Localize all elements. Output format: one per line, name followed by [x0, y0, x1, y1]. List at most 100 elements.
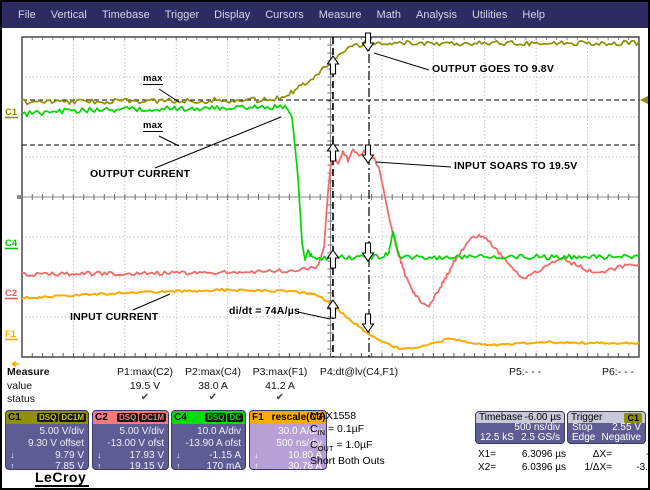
- menu-item-file[interactable]: File: [18, 9, 36, 21]
- menu-item-help[interactable]: Help: [522, 9, 546, 21]
- menu-item-utilities[interactable]: Utilities: [471, 9, 508, 21]
- measure-p2-status-check: ✔: [208, 392, 218, 403]
- measure-p3-status-check: ✔: [275, 392, 285, 403]
- measure-p6-header: P6:- - -: [601, 366, 635, 378]
- measure-p1-value: 19.5 V: [129, 380, 161, 392]
- test-condition-note: Short Both Outs: [310, 455, 385, 468]
- timebase-descriptor[interactable]: Timebase -6.00 µs 500 ns/div 12.5 kS 2.5 …: [475, 411, 565, 444]
- input-current-label: INPUT CURRENT: [70, 311, 159, 323]
- channel-descriptor-c1[interactable]: C1 DSQ DC1M 5.00 V/div 9.30 V offset ↓ 9.…: [5, 410, 89, 470]
- cursor-marker-arrow-up: [326, 142, 340, 162]
- input-soars-label: INPUT SOARS TO 19.5V: [454, 160, 578, 172]
- c4-offset: -13.90 A ofst: [185, 438, 241, 449]
- x2-value: 6.0396 µs: [521, 462, 566, 473]
- timebase-rate: 2.5 GS/s: [521, 432, 560, 443]
- trace-descriptor-f1[interactable]: F1 rescale(C3) 30.0 A/div 500 ns/div ↓ 10…: [249, 410, 327, 470]
- lecroy-logo: LeCroy: [35, 469, 90, 487]
- c1-badge-dsq: DSQ: [36, 413, 59, 422]
- measure-row-label: Measure: [7, 366, 50, 378]
- trace-f1-label: F1: [252, 412, 264, 423]
- trigger-level: 2.55 V: [612, 422, 641, 433]
- menu-item-vertical[interactable]: Vertical: [50, 9, 87, 21]
- trigger-slope: Negative: [601, 432, 641, 443]
- c2-badge-coupling: DC1M: [139, 413, 166, 422]
- output-current-label: OUTPUT CURRENT: [90, 168, 191, 180]
- c4-badge-dsq: DSQ: [205, 413, 227, 422]
- menu-item-timebase[interactable]: Timebase: [101, 9, 150, 21]
- edge-label-c4: C4: [5, 238, 18, 249]
- annotation-leader-line: [158, 88, 180, 103]
- timebase-per-div: 500 ns/div: [514, 422, 560, 433]
- cursor-marker-arrow-down: [361, 144, 375, 164]
- measure-p3-header: P3:max(F1): [252, 366, 308, 378]
- cursor-marker-arrow-up: [326, 55, 340, 75]
- f1-time-per-div: 500 ns/div: [276, 438, 322, 449]
- trigger-level-marker: [640, 96, 648, 104]
- menu-item-display[interactable]: Display: [214, 9, 251, 21]
- trigger-title: Trigger: [571, 412, 603, 423]
- cursor-readout: X1= 6.3096 µs ΔX= -270.0 ns X2= 6.0396 µ…: [478, 448, 650, 474]
- waveform-plot: C1 C4 C2 F1: [5, 32, 648, 368]
- cin-note: CIN = 0.1µF: [310, 423, 365, 438]
- up-arrow-icon: ↑: [254, 461, 259, 470]
- c2-max-value: 19.15 V: [129, 461, 164, 470]
- f1-amps-per-div: 30.0 A/div: [278, 426, 322, 437]
- cursor-marker-arrow-down: [361, 242, 375, 262]
- menu-bar: File Vertical Timebase Trigger Display Cursor…: [2, 2, 648, 28]
- channel-descriptor-c4[interactable]: C4 DSQ DC 10.0 A/div -13.90 A ofst ↓ -1.1…: [171, 410, 246, 470]
- circuit-notes: MAX1558 CIN = 0.1µF COUT = 1.0µF Short B…: [310, 410, 385, 468]
- measure-p1-header: P1:max(C2): [116, 366, 174, 378]
- dx-value: -270.0 ns: [646, 449, 650, 460]
- up-arrow-icon: ↑: [176, 461, 181, 470]
- cursor-marker-arrow-up: [326, 299, 340, 319]
- c4-badge-coupling: DC: [227, 413, 243, 422]
- trace-c1-output-voltage: [21, 39, 640, 106]
- output-goes-label: OUTPUT GOES TO 9.8V: [432, 63, 555, 75]
- measure-p3-value: 41.2 A: [265, 380, 295, 392]
- menu-item-analysis[interactable]: Analysis: [416, 9, 457, 21]
- trigger-type: Edge: [572, 432, 596, 443]
- timebase-samples: 12.5 kS: [480, 432, 514, 443]
- c1-min-value: 9.79 V: [55, 450, 84, 461]
- down-arrow-icon: ↓: [176, 450, 181, 460]
- up-arrow-icon: ↑: [97, 461, 102, 470]
- value-row-label: value: [7, 380, 33, 392]
- measure-p4-header: P4:dt@lv(C4,F1): [319, 366, 399, 378]
- down-arrow-icon: ↓: [97, 450, 102, 460]
- menu-item-math[interactable]: Math: [376, 9, 401, 21]
- channel-c1-label: C1: [8, 412, 21, 423]
- x1-label: X1=: [478, 449, 497, 460]
- c4-min-value: -1.15 A: [209, 450, 241, 461]
- menu-item-trigger[interactable]: Trigger: [164, 9, 200, 21]
- cursor-marker-arrow-up: [326, 249, 340, 269]
- menu-item-measure[interactable]: Measure: [318, 9, 362, 21]
- edge-label-c1: C1: [5, 107, 18, 118]
- channel-descriptor-c2[interactable]: C2 DSQ DC1M 5.00 V/div -13.00 V ofst ↓ 17…: [92, 410, 169, 470]
- cursor-marker-arrow-down: [361, 313, 375, 333]
- device-name: MAX1558: [310, 410, 357, 422]
- c2-badge-dsq: DSQ: [116, 413, 139, 422]
- menu-item-cursors[interactable]: Cursors: [265, 9, 304, 21]
- f1-max-value: 30.78 A: [288, 461, 322, 470]
- cursor-marker-arrow-down: [361, 32, 375, 52]
- trace-c4-output-current: [21, 104, 640, 262]
- c4-amps-per-div: 10.0 A/div: [197, 426, 241, 437]
- c2-offset: -13.00 V ofst: [107, 438, 164, 449]
- trigger-descriptor[interactable]: Trigger C1 Stop 2.55 V Edge Negative: [567, 411, 646, 444]
- measure-p2-value: 38.0 A: [198, 380, 228, 392]
- inv-dx-label: 1/ΔX=: [584, 462, 612, 473]
- inv-dx-value: -3.704 MHz: [636, 462, 648, 473]
- trigger-time-marker: [11, 360, 19, 368]
- ground-marker: [17, 195, 22, 199]
- dx-label: ΔX=: [592, 449, 612, 460]
- measure-p2-header: P2:max(C4): [184, 366, 242, 378]
- c1-max-value: 7.85 V: [55, 461, 84, 470]
- x1-value: 6.3096 µs: [521, 449, 566, 460]
- c2-min-value: 17.93 V: [129, 450, 164, 461]
- annotation-leader-line: [373, 52, 430, 71]
- channel-c4-label: C4: [174, 412, 187, 423]
- annotation-leader-line: [297, 311, 331, 320]
- c2-volts-per-div: 5.00 V/div: [119, 426, 164, 437]
- annotation-leader-line: [375, 161, 452, 168]
